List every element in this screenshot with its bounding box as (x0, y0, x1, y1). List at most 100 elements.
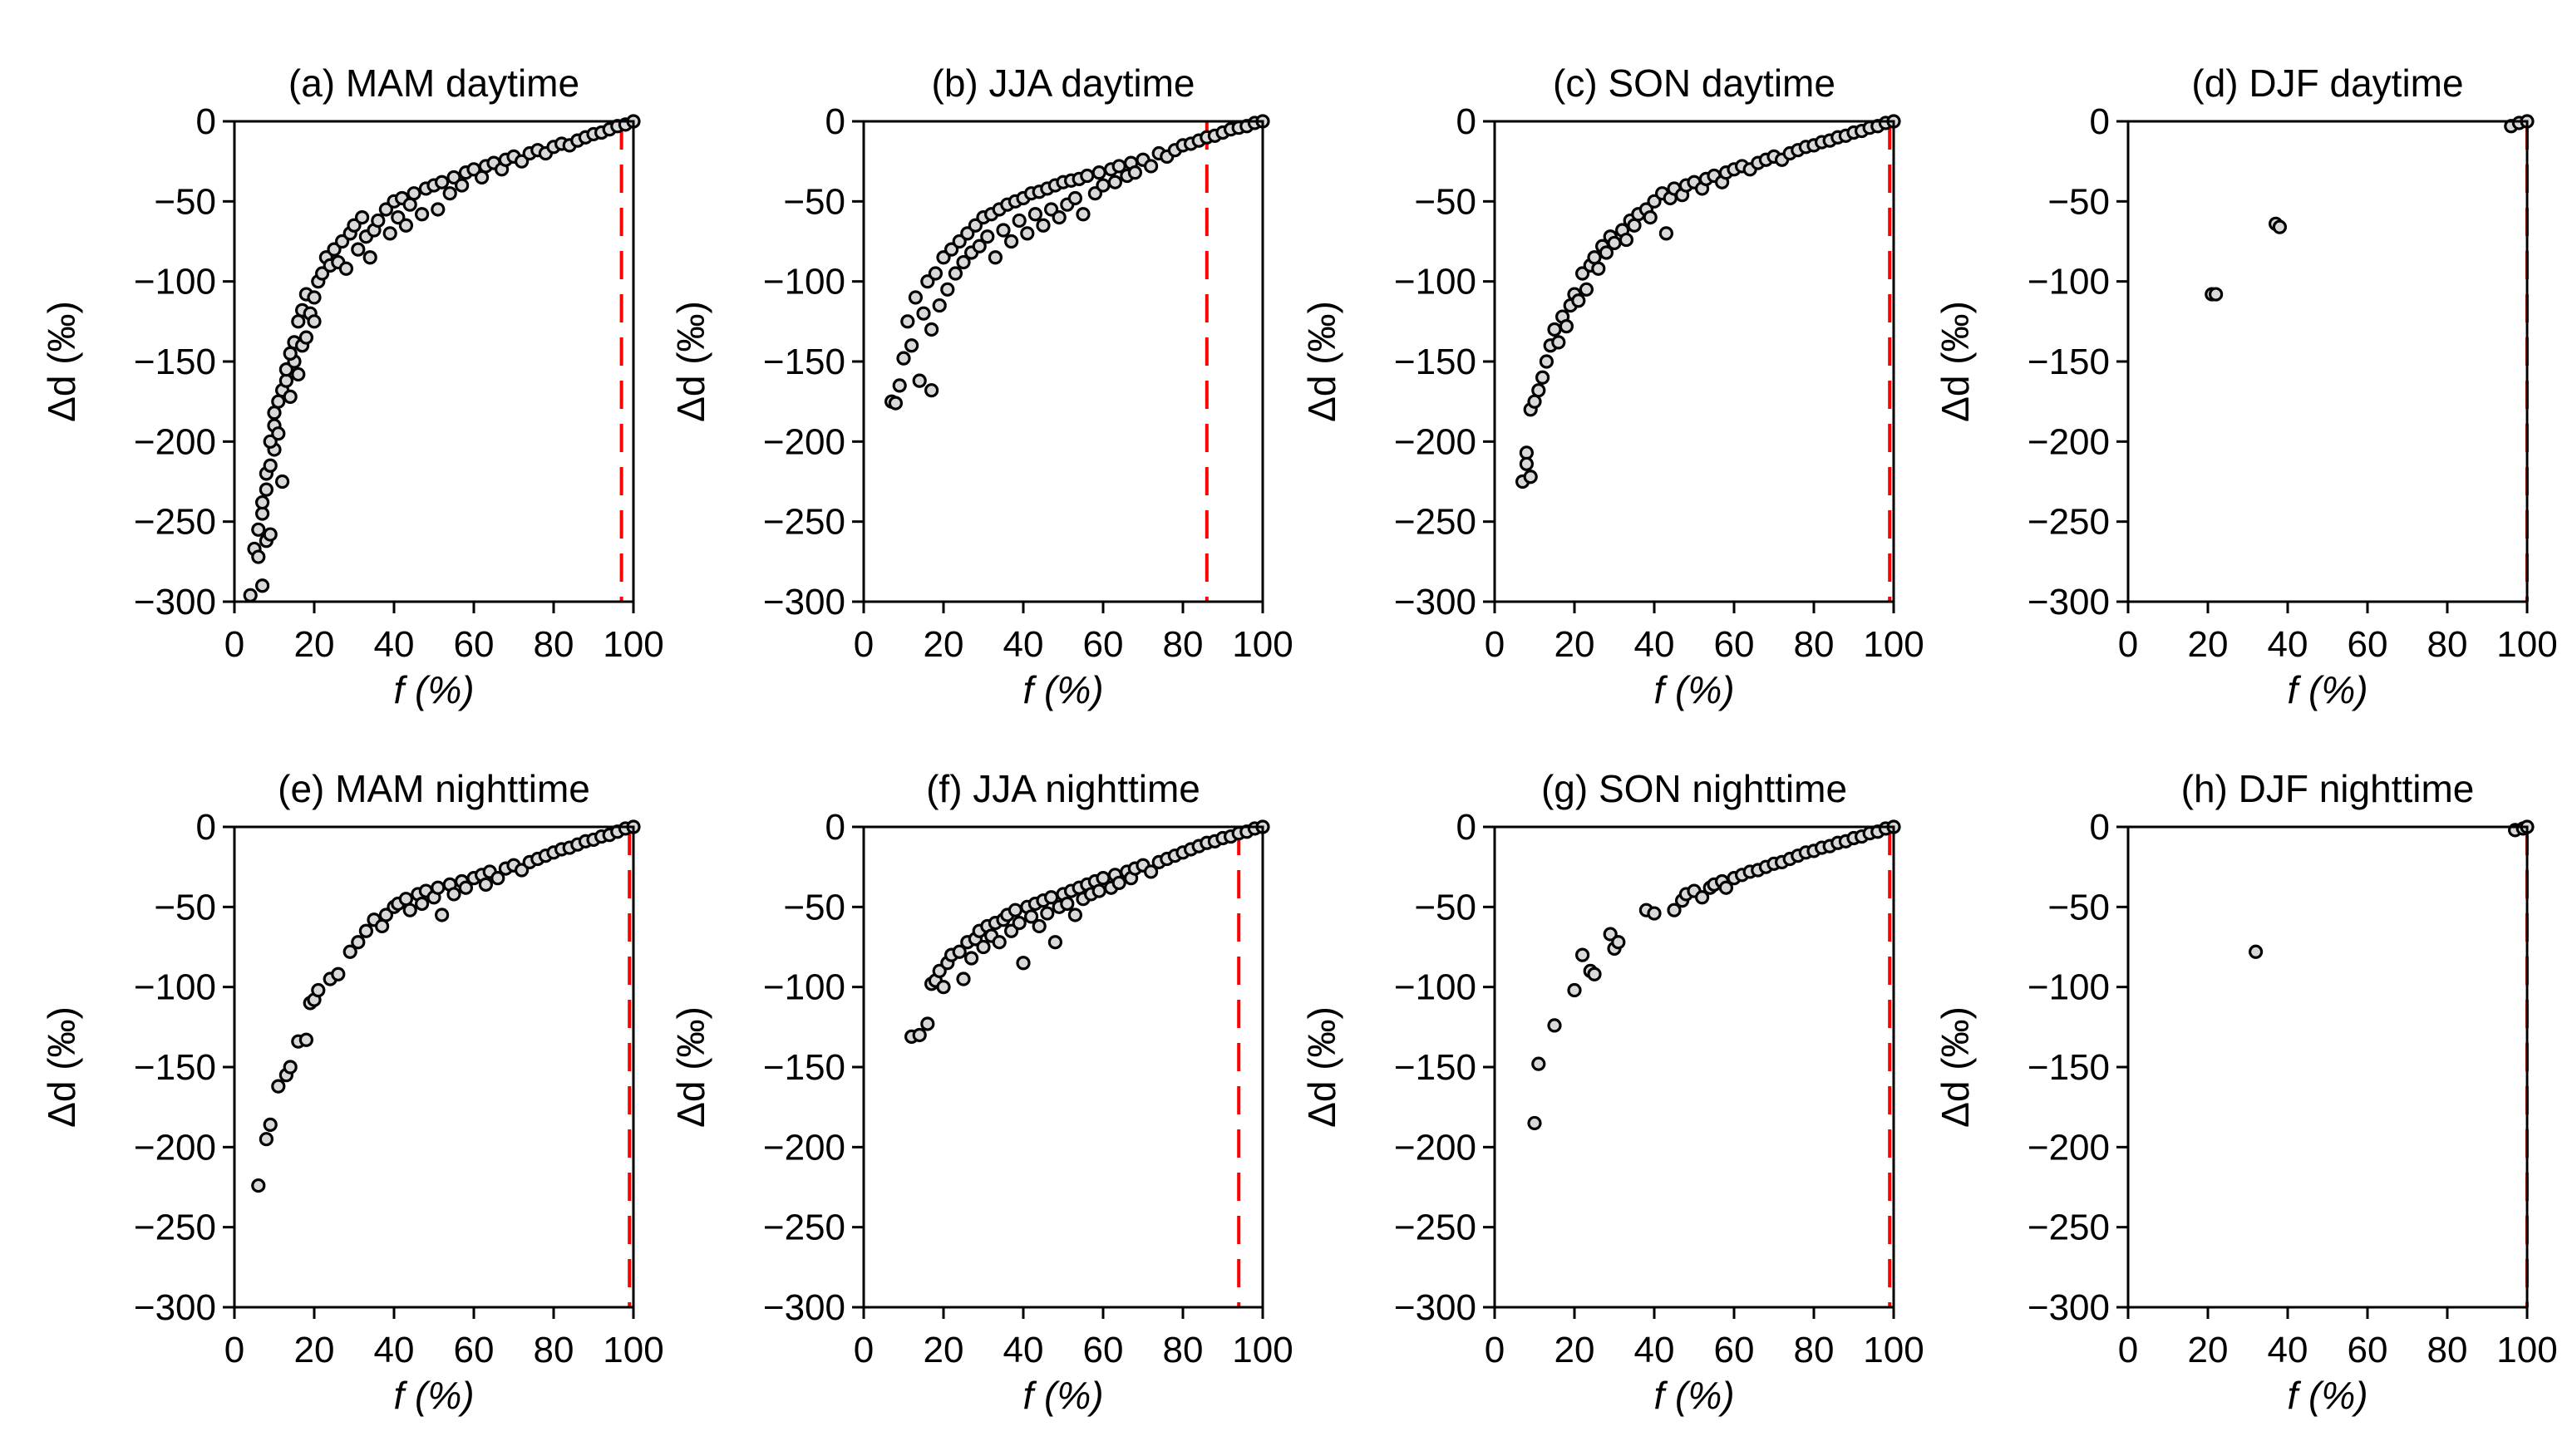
x-tick-label: 0 (1485, 624, 1505, 665)
data-point (1143, 159, 1159, 174)
data-point (1080, 168, 1095, 184)
y-tick-label: −200 (134, 421, 216, 462)
data-point (1043, 202, 1059, 217)
y-tick-label: −150 (2027, 1047, 2110, 1088)
x-axis-label: f (%) (2287, 1374, 2367, 1417)
data-point (362, 250, 377, 265)
data-point (1040, 906, 1055, 921)
data-point (1012, 213, 1027, 229)
data-point (347, 218, 362, 233)
x-tick-label: 100 (2496, 624, 2557, 665)
data-point (996, 223, 1011, 238)
y-tick-label: −150 (763, 1047, 845, 1088)
data-point (1567, 982, 1582, 998)
y-tick-label: 0 (1456, 101, 1476, 142)
y-tick-label: −200 (1394, 421, 1476, 462)
data-point (434, 908, 450, 922)
y-tick-label: −50 (783, 887, 845, 927)
data-point (1016, 956, 1031, 971)
data-point (988, 250, 1003, 265)
y-tick-label: −300 (134, 582, 216, 622)
y-tick-label: −100 (2027, 262, 2110, 303)
data-point (1052, 210, 1067, 225)
data-point (298, 330, 313, 345)
data-point (415, 207, 430, 222)
data-point (283, 389, 298, 404)
y-tick-label: −50 (154, 887, 216, 927)
x-tick-label: 80 (2427, 624, 2468, 665)
y-tick-label: 0 (2090, 101, 2110, 142)
x-tick-label: 60 (1714, 1330, 1755, 1370)
data-point (355, 210, 370, 225)
data-point (1527, 1115, 1542, 1131)
data-point (307, 290, 322, 305)
y-tick-label: −100 (1394, 262, 1476, 303)
data-point (243, 588, 258, 603)
panel-title: (e) MAM nighttime (278, 767, 590, 810)
data-point (1060, 896, 1075, 912)
data-point (431, 880, 446, 895)
y-tick-label: −250 (2027, 1208, 2110, 1248)
y-tick-label: −50 (2047, 887, 2110, 927)
x-tick-label: 40 (1003, 624, 1044, 665)
x-tick-label: 40 (1634, 1330, 1675, 1370)
x-tick-label: 100 (603, 1330, 663, 1370)
data-point (1603, 927, 1618, 942)
y-axis-label: Δd (‰) (40, 301, 83, 422)
data-point (932, 298, 947, 313)
y-tick-label: −150 (134, 342, 216, 382)
data-point (1003, 234, 1019, 249)
data-point (1067, 190, 1083, 206)
panel-title: (d) DJF daytime (2191, 61, 2463, 105)
data-point (446, 887, 461, 902)
plot-frame (1493, 825, 1895, 1309)
y-tick-label: −100 (134, 262, 216, 303)
data-point (980, 229, 995, 244)
data-point (1032, 918, 1047, 934)
data-point (900, 314, 915, 329)
panel-title: (a) MAM daytime (288, 61, 579, 105)
data-point (1087, 186, 1103, 201)
x-tick-label: 100 (1232, 624, 1293, 665)
data-point (259, 1132, 273, 1147)
data-point (1076, 207, 1091, 222)
y-axis-label: Δd (‰) (1934, 1006, 1977, 1128)
data-point (431, 202, 446, 217)
data-point (263, 1117, 278, 1132)
data-point (311, 982, 326, 998)
y-tick-label: −300 (1394, 582, 1476, 622)
data-point (251, 1178, 266, 1193)
data-point (968, 218, 983, 233)
data-point (1643, 210, 1658, 225)
data-point (1091, 165, 1106, 180)
x-axis-label: f (%) (1022, 1374, 1103, 1417)
y-tick-label: −300 (134, 1287, 216, 1328)
x-axis-label: f (%) (1653, 1374, 1734, 1417)
plot-frame (233, 825, 635, 1309)
data-point (255, 494, 270, 510)
y-tick-label: −250 (134, 502, 216, 543)
data-point (298, 1032, 313, 1047)
data-point (1591, 261, 1606, 276)
data-point (442, 186, 457, 201)
y-axis-label: Δd (‰) (1300, 1006, 1343, 1128)
y-tick-label: −150 (134, 1047, 216, 1088)
data-point (963, 951, 979, 966)
data-point (1127, 165, 1143, 180)
data-point (378, 908, 393, 922)
x-tick-label: 20 (924, 624, 964, 665)
x-tick-label: 40 (374, 624, 415, 665)
x-tick-label: 100 (1863, 624, 1924, 665)
data-point (1647, 194, 1662, 209)
y-tick-label: −200 (763, 421, 845, 462)
data-point (1607, 235, 1622, 251)
data-point (952, 234, 967, 249)
y-tick-label: −150 (1394, 342, 1476, 382)
data-point (896, 351, 911, 366)
data-point (948, 266, 963, 281)
x-tick-label: 20 (2188, 624, 2229, 665)
data-point (434, 175, 450, 189)
x-axis-label: f (%) (393, 1374, 474, 1417)
data-point (278, 362, 293, 377)
panel-title: (c) SON daytime (1553, 61, 1835, 105)
